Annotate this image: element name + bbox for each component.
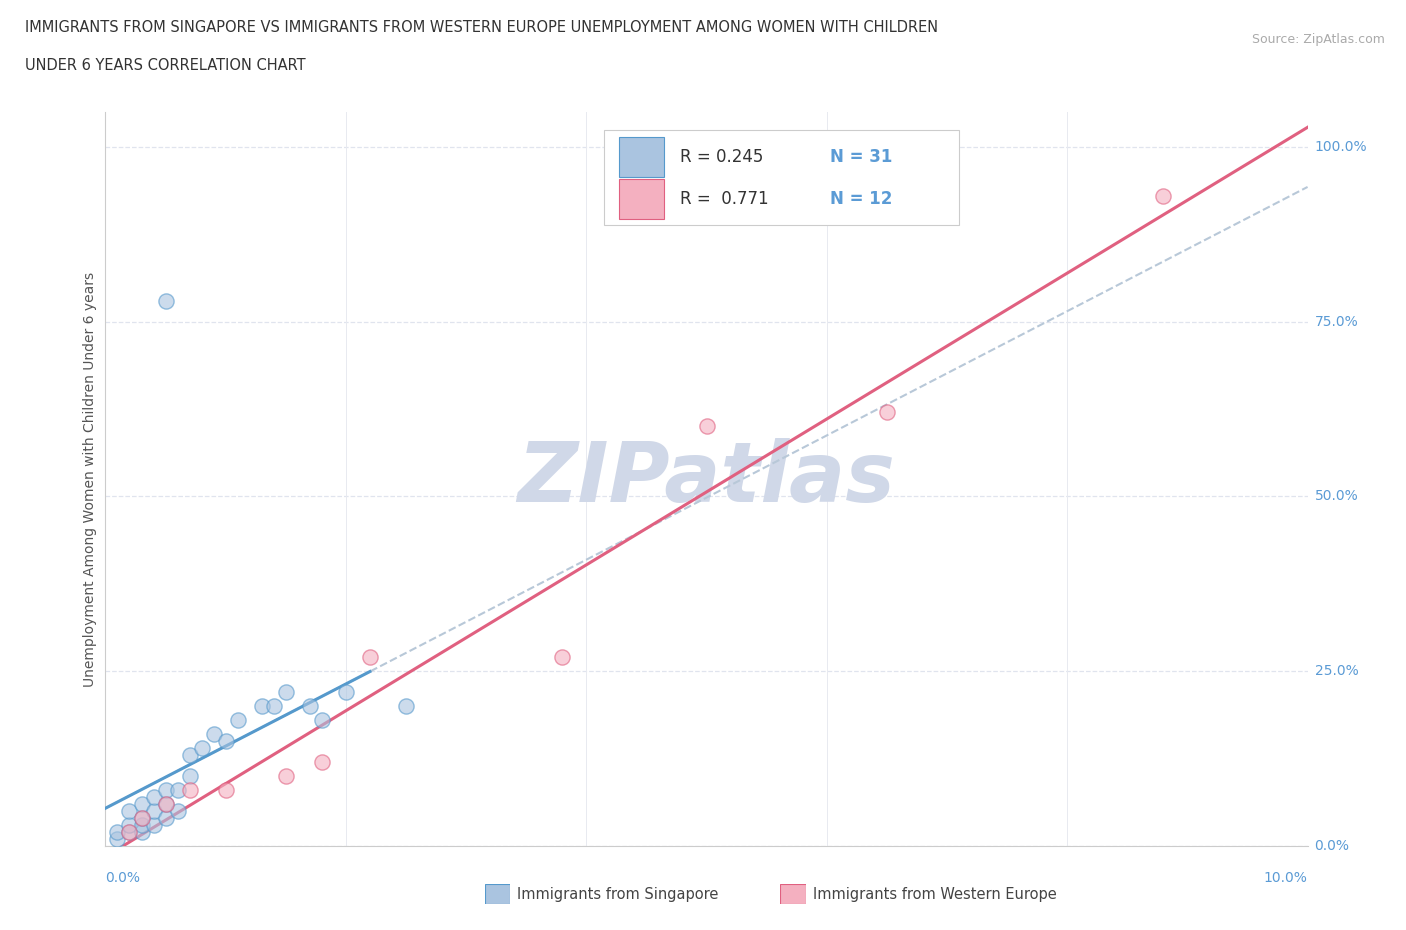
Bar	[619, 179, 665, 219]
Text: 10.0%: 10.0%	[1264, 871, 1308, 885]
Point	[190, 741, 212, 756]
Text: 50.0%: 50.0%	[1315, 489, 1358, 503]
Point	[298, 699, 321, 714]
Point	[166, 783, 188, 798]
Text: ZIPatlas: ZIPatlas	[517, 438, 896, 520]
FancyBboxPatch shape	[605, 130, 959, 225]
Point	[263, 699, 285, 714]
Point	[155, 797, 177, 812]
Point	[142, 790, 165, 804]
Point	[131, 825, 153, 840]
Point	[131, 811, 153, 826]
Point	[226, 713, 249, 728]
Point	[311, 713, 333, 728]
Point	[696, 419, 718, 434]
Point	[142, 817, 165, 832]
Point	[179, 748, 201, 763]
Text: Immigrants from Singapore: Immigrants from Singapore	[517, 887, 718, 902]
Point	[214, 734, 236, 749]
Point	[131, 797, 153, 812]
Point	[335, 684, 357, 699]
Point	[131, 811, 153, 826]
Text: UNDER 6 YEARS CORRELATION CHART: UNDER 6 YEARS CORRELATION CHART	[25, 58, 307, 73]
Point	[155, 293, 177, 308]
Point	[131, 817, 153, 832]
Text: N = 31: N = 31	[831, 148, 893, 166]
Text: 100.0%: 100.0%	[1315, 140, 1367, 153]
Point	[311, 755, 333, 770]
Text: 75.0%: 75.0%	[1315, 314, 1358, 328]
Y-axis label: Unemployment Among Women with Children Under 6 years: Unemployment Among Women with Children U…	[83, 272, 97, 686]
Point	[214, 783, 236, 798]
Point	[395, 699, 418, 714]
Point	[359, 650, 381, 665]
Point	[179, 769, 201, 784]
Point	[1152, 188, 1174, 203]
Point	[876, 405, 898, 420]
Point	[142, 804, 165, 818]
Point	[118, 825, 141, 840]
Text: IMMIGRANTS FROM SINGAPORE VS IMMIGRANTS FROM WESTERN EUROPE UNEMPLOYMENT AMONG W: IMMIGRANTS FROM SINGAPORE VS IMMIGRANTS …	[25, 20, 938, 35]
Point	[274, 684, 297, 699]
Text: R =  0.771: R = 0.771	[681, 190, 769, 207]
Point	[107, 825, 129, 840]
Point	[118, 825, 141, 840]
Point	[166, 804, 188, 818]
Point	[155, 797, 177, 812]
Text: Immigrants from Western Europe: Immigrants from Western Europe	[813, 887, 1056, 902]
Text: R = 0.245: R = 0.245	[681, 148, 763, 166]
Text: N = 12: N = 12	[831, 190, 893, 207]
Text: 0.0%: 0.0%	[105, 871, 141, 885]
Text: Source: ZipAtlas.com: Source: ZipAtlas.com	[1251, 33, 1385, 46]
Point	[118, 804, 141, 818]
Text: 25.0%: 25.0%	[1315, 664, 1358, 678]
Text: 0.0%: 0.0%	[1315, 839, 1350, 854]
Point	[179, 783, 201, 798]
Point	[155, 811, 177, 826]
Point	[202, 727, 225, 742]
Point	[250, 699, 273, 714]
Point	[551, 650, 574, 665]
Point	[107, 831, 129, 846]
Point	[155, 783, 177, 798]
Point	[274, 769, 297, 784]
Point	[118, 817, 141, 832]
Bar	[619, 137, 665, 177]
